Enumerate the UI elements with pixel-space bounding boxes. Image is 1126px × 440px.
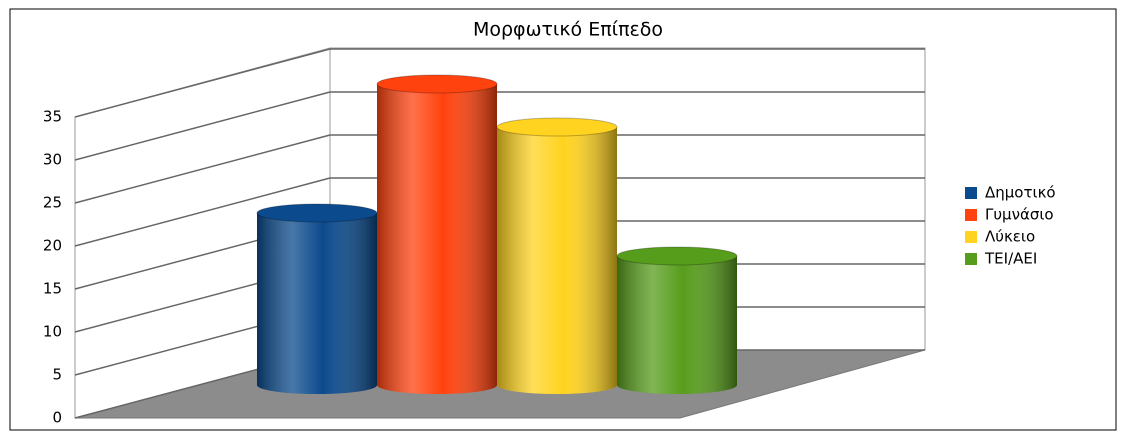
legend-label: Γυμνάσιο xyxy=(985,206,1054,224)
bar-shade xyxy=(257,213,377,394)
grid-line xyxy=(74,91,331,161)
legend-swatch xyxy=(965,187,977,199)
grid-line xyxy=(74,177,331,247)
chart-title: Μορφωτικό Επίπεδο xyxy=(473,19,663,41)
legend-label: Λύκειο xyxy=(985,228,1035,246)
bar-shade xyxy=(497,127,617,394)
bar-top xyxy=(496,117,618,137)
grid-line xyxy=(74,134,331,204)
y-tick-label: 35 xyxy=(43,108,62,126)
grid-line xyxy=(74,48,331,118)
y-tick-label: 10 xyxy=(43,323,62,341)
legend-swatch xyxy=(965,209,977,221)
bar-top xyxy=(616,246,738,266)
bar-top xyxy=(376,74,498,94)
y-tick-label: 25 xyxy=(43,194,62,212)
y-tick-label: 5 xyxy=(52,366,62,384)
bar-shade xyxy=(617,256,737,394)
y-tick-label: 30 xyxy=(43,151,62,169)
y-tick-label: 15 xyxy=(43,280,62,298)
legend-swatch xyxy=(965,231,977,243)
y-tick-label: 20 xyxy=(43,237,62,255)
y-tick-label: 0 xyxy=(52,409,62,427)
bar-top xyxy=(256,203,378,223)
legend-swatch xyxy=(965,253,977,265)
legend-label: ΤΕΙ/ΑΕΙ xyxy=(984,250,1037,268)
legend-label: Δημοτικό xyxy=(985,184,1056,202)
bar-shade xyxy=(377,84,497,394)
